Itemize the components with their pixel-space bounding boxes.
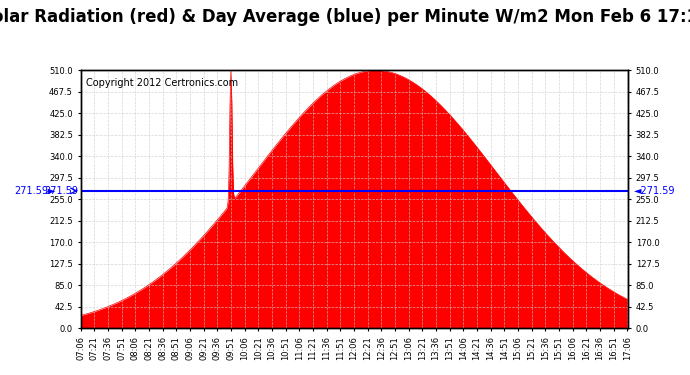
Text: Copyright 2012 Certronics.com: Copyright 2012 Certronics.com bbox=[86, 78, 238, 88]
Text: 271.59: 271.59 bbox=[45, 186, 79, 196]
Text: 271.59►: 271.59► bbox=[14, 186, 56, 196]
Text: Solar Radiation (red) & Day Average (blue) per Minute W/m2 Mon Feb 6 17:17: Solar Radiation (red) & Day Average (blu… bbox=[0, 8, 690, 26]
Text: ◄271.59: ◄271.59 bbox=[633, 186, 675, 196]
